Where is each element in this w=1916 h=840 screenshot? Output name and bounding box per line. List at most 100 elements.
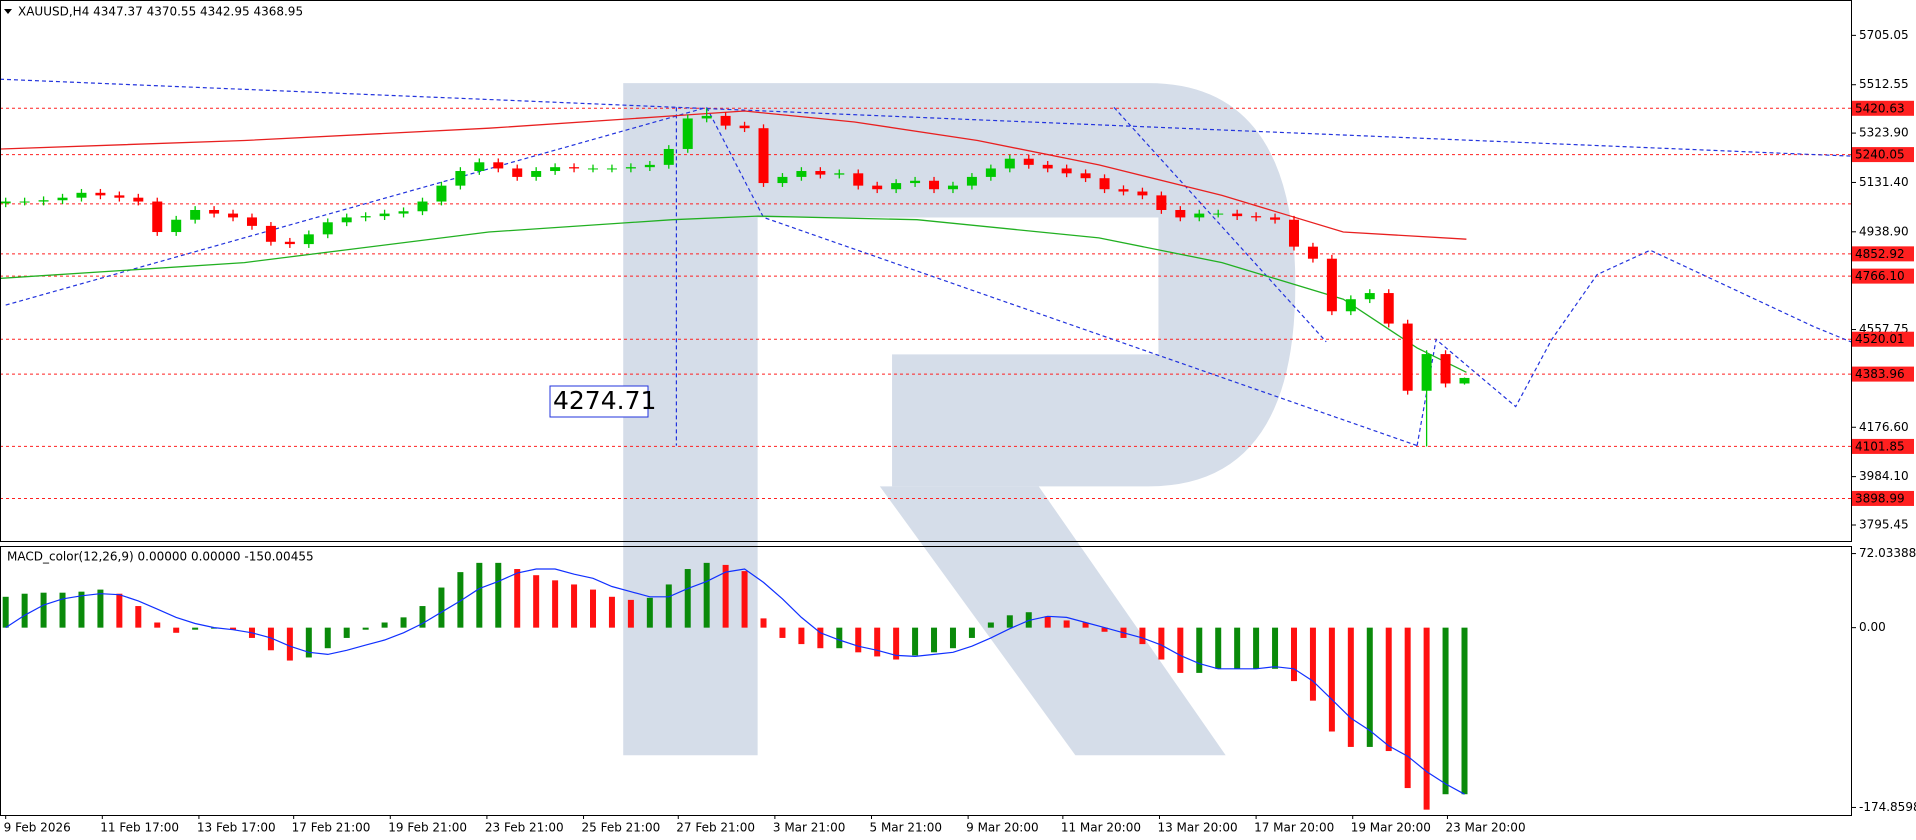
- macd-bar: [2, 596, 9, 628]
- candle-body: [398, 211, 409, 214]
- candle-body: [1156, 195, 1167, 210]
- macd-bar: [1101, 627, 1108, 632]
- x-tick-label: 17 Feb 21:00: [292, 821, 371, 835]
- candle-body: [910, 180, 921, 184]
- macd-bar: [798, 627, 805, 645]
- level-label: 4766.10: [1855, 269, 1905, 283]
- macd-bar: [1290, 627, 1297, 682]
- candle-body: [701, 115, 712, 119]
- candle-body: [19, 201, 30, 203]
- candle-body: [1137, 191, 1148, 196]
- level-label: 5420.63: [1855, 101, 1905, 115]
- x-tick-label: 23 Feb 21:00: [485, 821, 564, 835]
- macd-title: MACD_color(12,26,9) 0.00000 0.00000 -150…: [7, 550, 314, 564]
- macd-bar: [1196, 627, 1203, 673]
- macd-bar: [324, 627, 331, 649]
- candle-body: [1307, 246, 1318, 259]
- macd-bar: [1253, 627, 1260, 669]
- candle-body: [436, 185, 447, 202]
- macd-bar: [135, 606, 142, 628]
- macd-bar: [286, 627, 293, 661]
- macd-bar: [21, 593, 28, 628]
- candle-body: [777, 176, 788, 184]
- x-tick-label: 19 Feb 21:00: [388, 821, 467, 835]
- macd-bar: [230, 627, 237, 630]
- candle-body: [38, 200, 49, 202]
- moving-average: [1, 215, 1467, 373]
- candle-body: [1345, 299, 1356, 312]
- x-tick-label: 5 Mar 21:00: [870, 821, 943, 835]
- candle-body: [947, 185, 958, 190]
- macd-y-tick-label: 0.00: [1859, 620, 1886, 634]
- candle-body: [379, 213, 390, 217]
- candle-body: [322, 222, 333, 235]
- y-tick-label: 4176.60: [1859, 420, 1909, 434]
- candle-body: [360, 216, 371, 218]
- candle-body: [966, 176, 977, 186]
- candle-body: [929, 180, 940, 190]
- price-panel: [1, 78, 1851, 499]
- candle-body: [417, 201, 428, 212]
- candle-body: [1326, 258, 1337, 312]
- macd-bar: [419, 606, 426, 628]
- macd-bar: [116, 593, 123, 628]
- candle-body: [1, 201, 11, 204]
- candle-body: [739, 125, 750, 129]
- macd-bar: [855, 627, 862, 653]
- candle-body: [1383, 293, 1394, 324]
- macd-bar: [817, 627, 824, 649]
- level-label-box: [1852, 147, 1914, 163]
- candle-body: [853, 173, 864, 186]
- y-tick-label: 3984.10: [1859, 469, 1909, 483]
- macd-bar: [874, 627, 881, 657]
- macd-bar: [173, 627, 180, 633]
- candle-body: [209, 209, 220, 214]
- macd-bar: [59, 592, 66, 628]
- macd-bar: [571, 584, 578, 628]
- macd-bar: [1328, 627, 1335, 732]
- y-tick-label: 5131.40: [1859, 175, 1909, 189]
- x-tick-label: 11 Feb 17:00: [100, 821, 179, 835]
- candle-body: [1213, 213, 1224, 215]
- macd-bar: [968, 627, 975, 638]
- macd-bar: [343, 627, 350, 638]
- candle-body: [95, 192, 106, 196]
- candle-body: [133, 197, 144, 202]
- candle-body: [834, 173, 845, 175]
- macd-bar: [267, 627, 274, 651]
- macd-bar: [912, 627, 919, 656]
- macd-bar: [1139, 627, 1146, 645]
- menu-arrow[interactable]: [4, 9, 12, 14]
- level-label-box: [1852, 268, 1914, 284]
- candle-body: [569, 167, 580, 169]
- x-tick-label: 25 Feb 21:00: [582, 821, 661, 835]
- x-tick-label: 13 Feb 17:00: [197, 821, 276, 835]
- candle-body: [1440, 354, 1451, 384]
- macd-bar: [192, 627, 199, 630]
- level-label-box: [1852, 366, 1914, 382]
- macd-signal: [5, 568, 1465, 795]
- macd-bar: [305, 627, 312, 658]
- candle-body: [152, 201, 163, 233]
- candle-body: [872, 185, 883, 190]
- level-label: 3898.99: [1855, 491, 1905, 505]
- macd-bar: [40, 592, 47, 628]
- macd-bar: [1044, 616, 1051, 628]
- macd-bar: [1442, 627, 1449, 795]
- candle-body: [1270, 217, 1281, 220]
- macd-bar: [1215, 627, 1222, 669]
- watermark: [623, 83, 1296, 756]
- macd-y-tick-label: -174.85984: [1859, 800, 1916, 814]
- macd-y-tick-label: 72.03388: [1859, 546, 1916, 560]
- y-tick-label: 4938.90: [1859, 224, 1909, 238]
- candle-body: [246, 217, 257, 226]
- x-tick-label: 13 Mar 20:00: [1157, 821, 1237, 835]
- macd-bar: [495, 562, 502, 628]
- macd-bar: [1404, 627, 1411, 789]
- y-tick-label: 5512.55: [1859, 77, 1909, 91]
- macd-bar: [400, 617, 407, 628]
- macd-bar: [1309, 627, 1316, 701]
- x-tick-label: 3 Mar 21:00: [773, 821, 846, 835]
- y-tick-label: 3795.45: [1859, 517, 1909, 531]
